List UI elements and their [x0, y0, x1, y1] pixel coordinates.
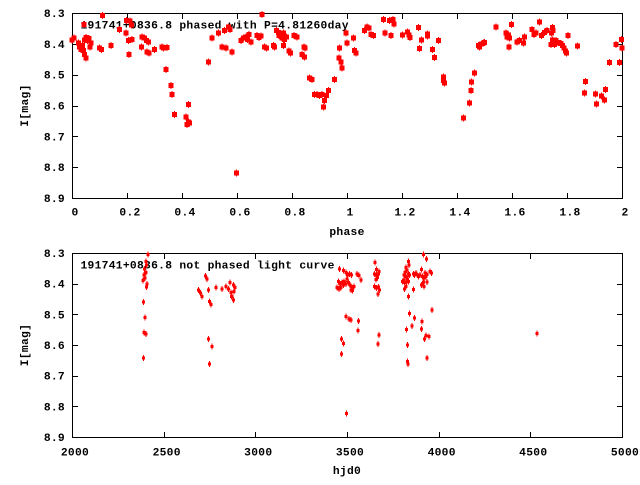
svg-text:8.7: 8.7	[44, 372, 65, 384]
svg-text:I[mag]: I[mag]	[20, 84, 32, 126]
svg-text:0.4: 0.4	[174, 208, 195, 220]
svg-text:I[mag]: I[mag]	[20, 324, 32, 366]
svg-text:2500: 2500	[153, 448, 181, 460]
svg-text:1.6: 1.6	[504, 208, 525, 220]
svg-text:8.4: 8.4	[44, 280, 65, 292]
svg-text:8.6: 8.6	[44, 341, 65, 353]
svg-text:0.6: 0.6	[229, 208, 250, 220]
svg-text:5000: 5000	[611, 448, 639, 460]
svg-text:4000: 4000	[428, 448, 456, 460]
svg-text:2000: 2000	[61, 448, 89, 460]
svg-text:8.8: 8.8	[44, 402, 65, 414]
svg-text:1.2: 1.2	[394, 208, 415, 220]
svg-text:hjd0: hjd0	[333, 466, 361, 478]
svg-text:8.9: 8.9	[44, 194, 65, 206]
svg-text:1.8: 1.8	[559, 208, 580, 220]
svg-text:2: 2	[621, 208, 628, 220]
svg-text:4500: 4500	[519, 448, 547, 460]
svg-text:191741+0836.8 phased with P=4.: 191741+0836.8 phased with P=4.81260day	[81, 21, 349, 33]
svg-text:191741+0836.8 not phased light: 191741+0836.8 not phased light curve	[81, 261, 335, 273]
svg-text:8.4: 8.4	[44, 40, 65, 52]
svg-text:0.8: 0.8	[284, 208, 305, 220]
svg-text:3000: 3000	[244, 448, 272, 460]
svg-text:0: 0	[71, 208, 78, 220]
svg-text:8.5: 8.5	[44, 71, 65, 83]
svg-text:8.6: 8.6	[44, 102, 65, 114]
svg-text:8.7: 8.7	[44, 132, 65, 144]
svg-text:8.5: 8.5	[44, 310, 65, 322]
svg-text:8.3: 8.3	[44, 9, 65, 21]
svg-text:1: 1	[346, 208, 353, 220]
svg-text:8.3: 8.3	[44, 249, 65, 261]
svg-text:3500: 3500	[336, 448, 364, 460]
svg-text:8.8: 8.8	[44, 163, 65, 175]
svg-text:phase: phase	[329, 227, 364, 239]
svg-text:1.4: 1.4	[449, 208, 470, 220]
svg-text:8.9: 8.9	[44, 433, 65, 445]
svg-text:0.2: 0.2	[119, 208, 140, 220]
